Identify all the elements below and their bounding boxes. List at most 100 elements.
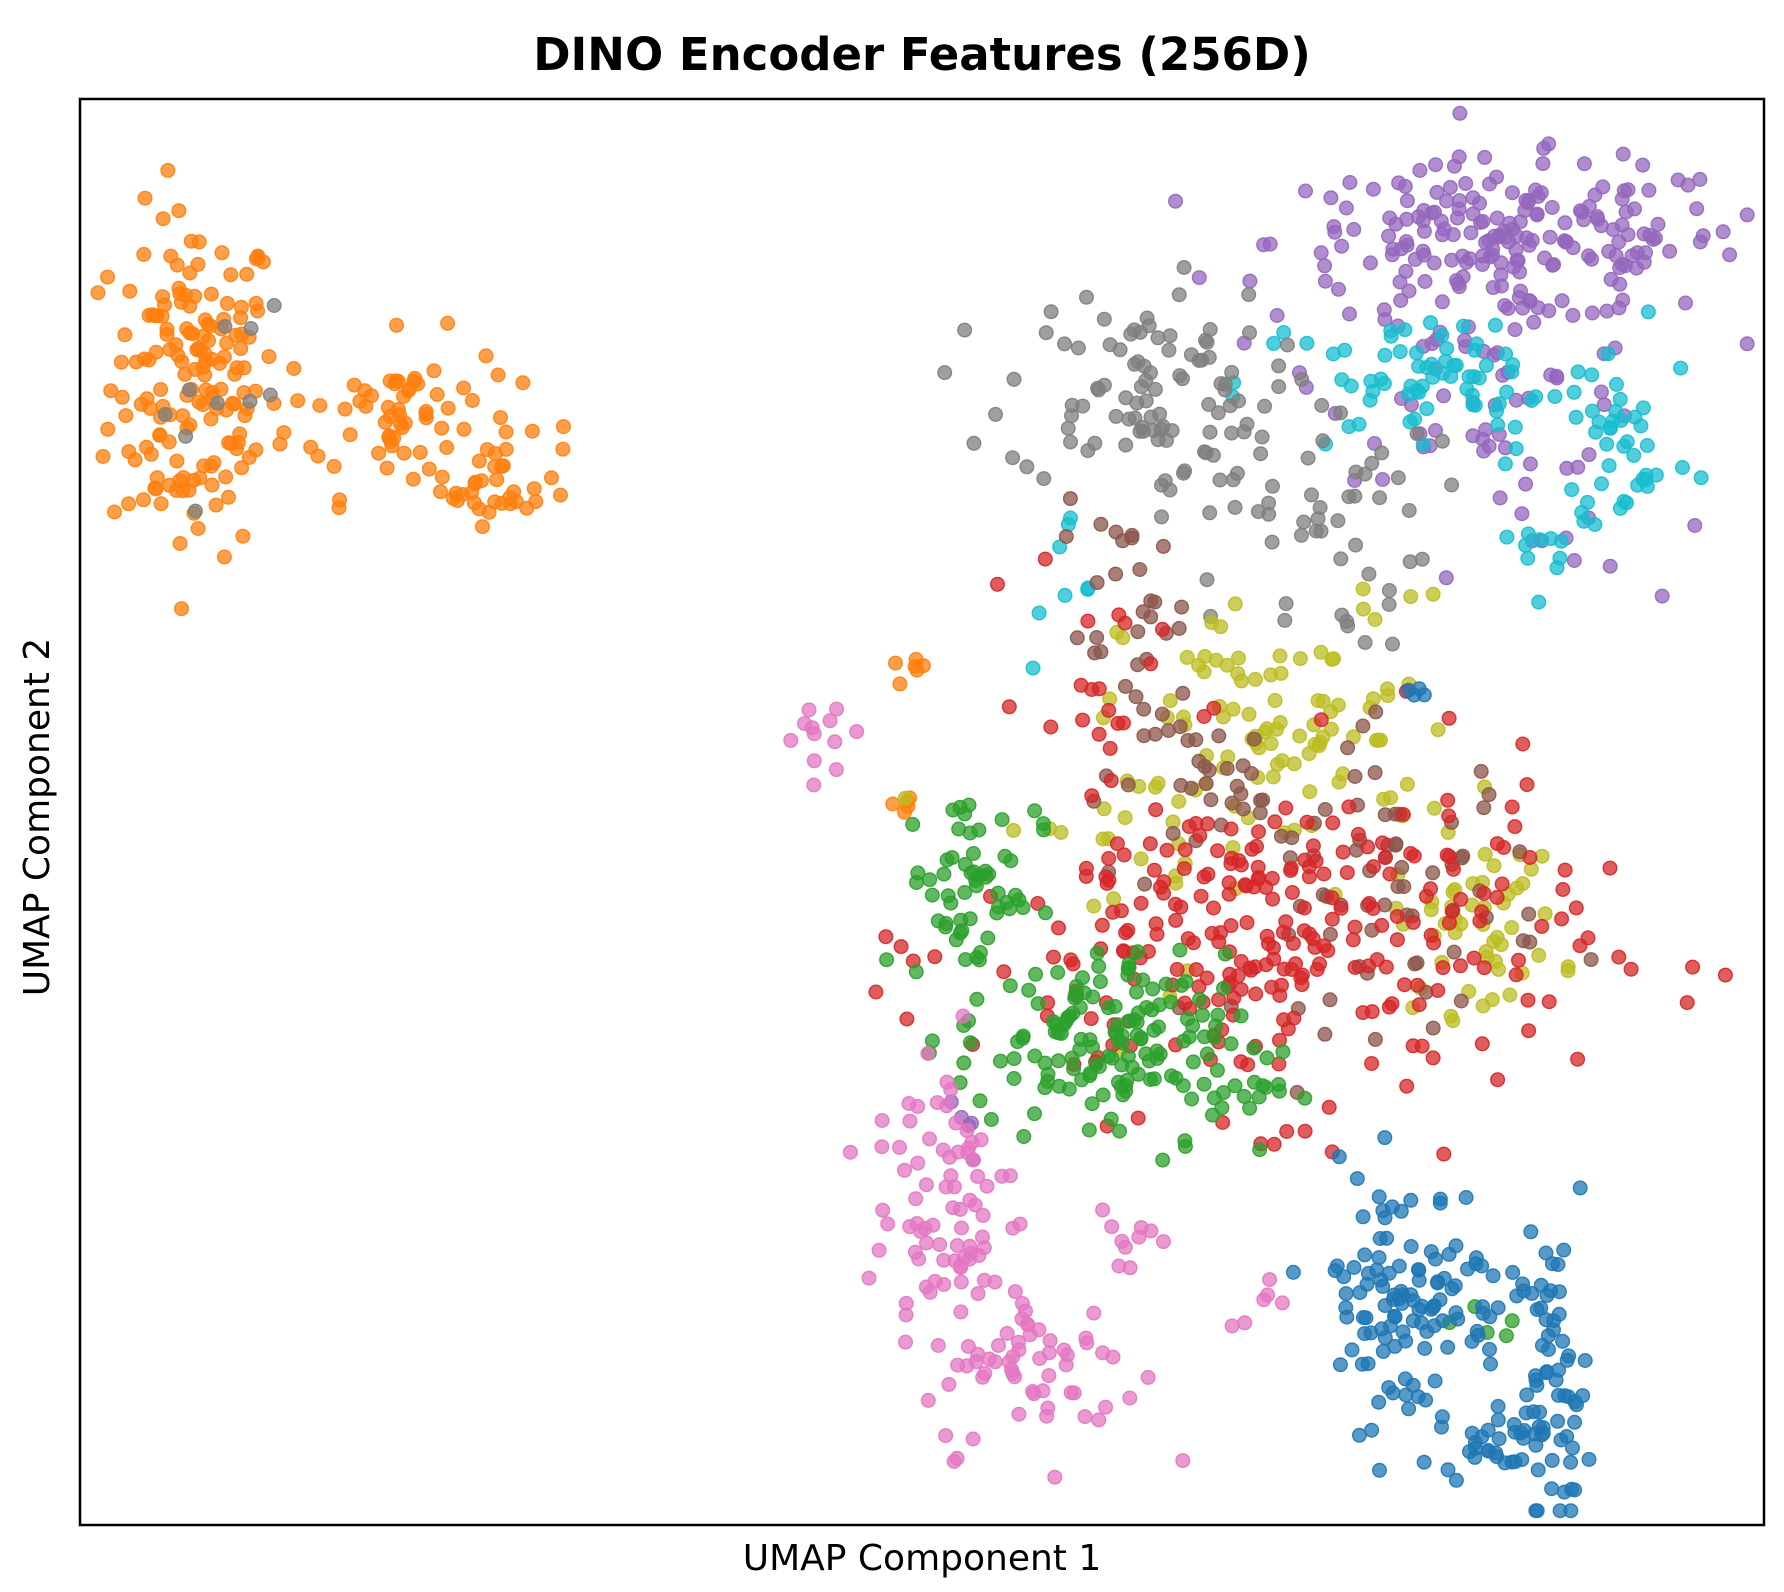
data-point-series-8 [948,1115,964,1131]
data-point-series-8 [936,1276,952,1292]
data-point-series-1 [1559,460,1575,476]
data-point-series-7 [1128,984,1144,1000]
data-point-series-7 [905,816,921,832]
data-point-series-3 [1202,424,1218,440]
data-point-series-9 [1369,1262,1385,1278]
data-point-series-0 [218,469,234,485]
chart-title: DINO Encoder Features (256D) [533,28,1311,81]
data-point-series-8 [960,1338,976,1354]
data-point-series-5 [1203,792,1219,808]
data-point-series-1 [1687,518,1703,534]
data-point-series-0 [379,460,395,476]
data-point-series-5 [1160,723,1176,739]
data-point-series-8 [1122,1390,1138,1406]
data-point-series-9 [1544,1481,1560,1497]
data-point-series-0 [100,269,116,285]
data-point-series-6 [1101,702,1117,718]
data-point-series-0 [448,485,464,501]
data-point-series-2 [1031,605,1047,621]
data-point-series-6 [1685,959,1701,975]
data-point-series-0 [235,528,251,544]
data-point-series-6 [1272,988,1288,1004]
data-point-series-7 [1010,1034,1026,1050]
data-point-series-2 [1528,389,1544,405]
data-point-series-0 [155,289,171,305]
data-point-series-3 [266,298,282,314]
data-point-series-3 [1210,405,1226,421]
data-point-series-1 [1416,202,1432,218]
data-point-series-5 [1128,689,1144,705]
data-point-series-6 [1293,970,1309,986]
data-point-series-6 [1109,836,1125,852]
data-point-series-4 [897,790,913,806]
data-point-series-4 [1335,766,1351,782]
data-point-series-5 [1252,805,1268,821]
data-point-series-3 [1330,513,1346,529]
data-point-series-3 [1308,523,1324,539]
data-point-series-6 [1441,915,1457,931]
data-point-series-1 [1458,175,1474,191]
data-point-series-6 [1406,848,1422,864]
data-point-series-6 [1050,920,1066,936]
data-point-series-1 [1506,259,1522,275]
data-point-series-1 [1565,240,1581,256]
data-point-series-3 [1171,287,1187,303]
data-point-series-6 [1405,914,1421,930]
data-point-series-1 [1317,258,1333,274]
data-point-series-1 [1521,237,1537,253]
data-point-series-3 [1310,511,1326,527]
data-point-series-7 [1163,1068,1179,1084]
data-point-series-4 [1376,791,1392,807]
data-point-series-3 [1147,381,1163,397]
data-point-series-0 [135,492,151,508]
data-point-series-7 [1036,822,1052,838]
data-point-series-9 [1329,1258,1345,1274]
data-point-series-8 [930,1337,946,1353]
data-point-series-7 [962,911,978,927]
data-point-series-9 [1514,1452,1530,1468]
data-point-series-6 [1425,1050,1441,1066]
data-point-series-3 [1199,572,1215,588]
data-point-series-9 [1364,1422,1380,1438]
data-point-series-7 [1027,1048,1043,1064]
data-point-series-9 [1332,1357,1348,1373]
data-point-series-1 [1474,256,1490,272]
data-point-series-5 [1233,786,1249,802]
data-point-series-6 [1188,962,1204,978]
data-point-series-6 [1101,851,1117,867]
data-point-series-7 [965,846,981,862]
data-point-series-5 [1515,933,1531,949]
data-point-series-9 [1467,1440,1483,1456]
data-point-series-5 [1198,776,1214,792]
data-point-series-6 [1580,930,1596,946]
data-point-series-3 [1224,364,1240,380]
data-point-series-4 [1230,650,1246,666]
data-point-series-5 [1367,1031,1383,1047]
data-point-series-1 [1608,248,1624,264]
data-point-series-7 [1037,905,1053,921]
data-point-series-1 [1416,247,1432,263]
data-point-series-8 [977,1365,993,1381]
data-point-series-6 [1534,918,1550,934]
data-point-series-7 [1192,992,1208,1008]
data-point-series-7 [951,821,967,837]
data-point-series-2 [1504,364,1520,380]
data-point-series-1 [1518,192,1534,208]
data-point-series-6 [1250,859,1266,875]
data-point-series-4 [1053,825,1069,841]
data-point-series-1 [1488,169,1504,185]
data-point-series-1 [1620,227,1636,243]
data-point-series-2 [1639,438,1655,454]
data-point-series-6 [1374,917,1390,933]
data-point-series-4 [1399,776,1415,792]
data-point-series-7 [1185,1054,1201,1070]
data-point-series-9 [1523,1224,1539,1240]
data-point-series-2 [1497,456,1513,472]
data-point-series-6 [1200,816,1216,832]
data-point-series-1 [1167,193,1183,209]
data-point-series-6 [1414,1038,1430,1054]
data-point-series-9 [1416,1454,1432,1470]
data-point-series-0 [121,496,137,512]
data-point-series-4 [1171,794,1187,810]
data-point-series-1 [1514,506,1530,522]
